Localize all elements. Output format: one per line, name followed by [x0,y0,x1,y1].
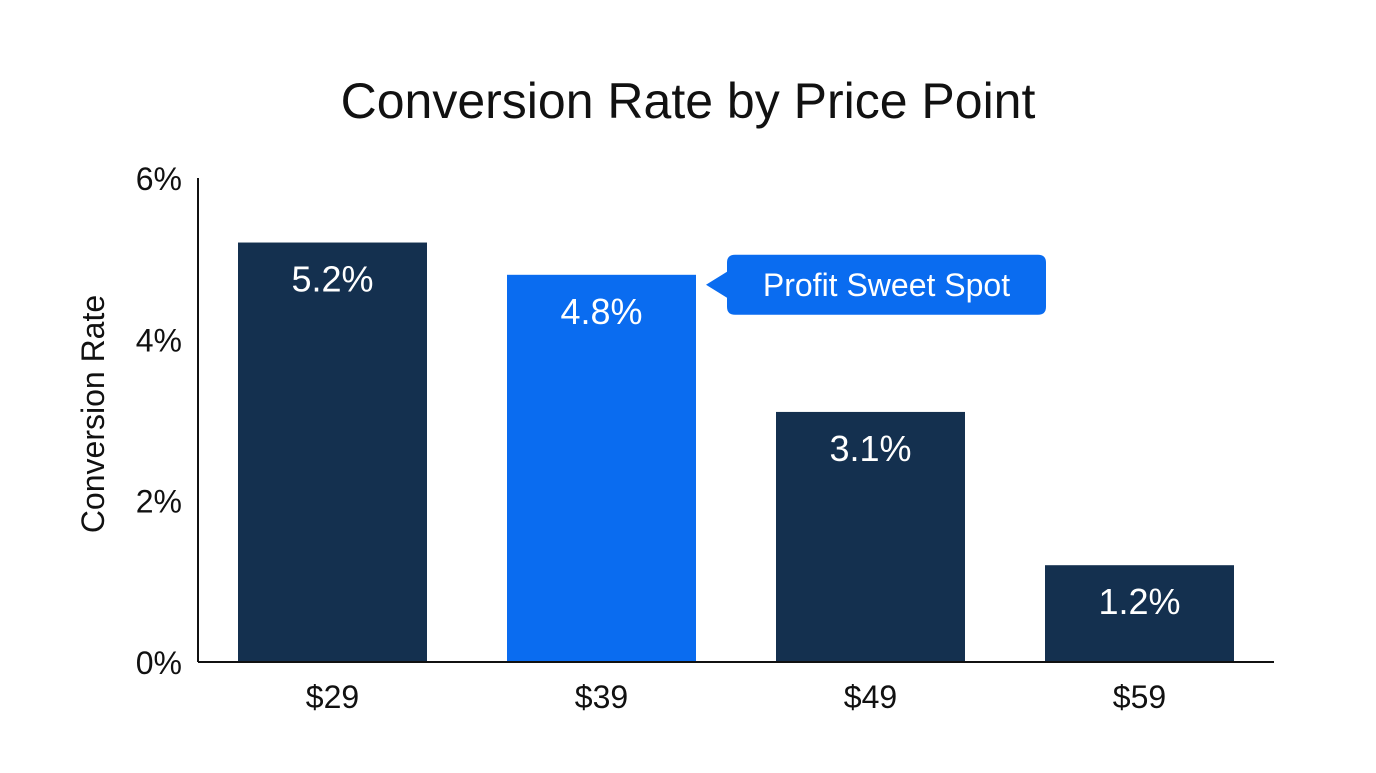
bar-39 [507,274,696,662]
y-tick-label: 4% [136,322,182,358]
annotation-bubble [706,254,1046,315]
x-tick-label: $59 [1113,679,1166,715]
x-tick-label: $29 [306,679,359,715]
y-tick-label: 2% [136,484,182,520]
bar-59 [1045,565,1234,662]
x-tick-label: $39 [575,679,628,715]
annotation-callout: Profit Sweet Spot [706,254,1046,315]
bar-29 [238,242,427,663]
y-tick-label: 6% [136,161,182,197]
chart-title: Conversion Rate by Price Point [341,73,1036,129]
data-label: 4.8% [560,291,642,332]
annotation-text: Profit Sweet Spot [763,267,1010,303]
y-axis-label: Conversion Rate [75,295,111,533]
data-label: 5.2% [291,259,373,300]
data-label: 1.2% [1098,581,1180,622]
y-tick-label: 0% [136,645,182,681]
x-tick-label: $49 [844,679,897,715]
bar-49 [776,411,965,662]
data-label: 3.1% [829,428,911,469]
